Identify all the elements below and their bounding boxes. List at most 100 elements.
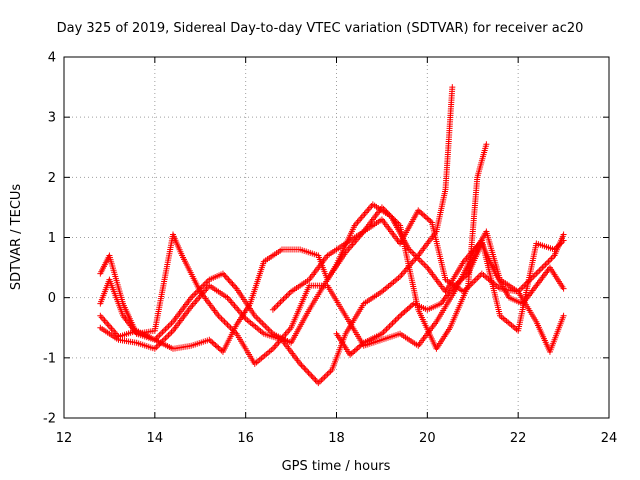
data-point (191, 291, 198, 298)
data-point (474, 275, 481, 282)
data-point (546, 257, 553, 264)
data-point (157, 330, 164, 337)
data-point (350, 349, 357, 356)
data-point (256, 317, 263, 324)
data-point (192, 290, 199, 297)
data-point (274, 302, 281, 309)
data-point (166, 330, 173, 337)
data-point (297, 360, 304, 367)
data-point (416, 257, 423, 264)
data-point (265, 326, 272, 333)
data-point (216, 346, 223, 353)
data-point (224, 275, 231, 282)
series-track-5 (269, 141, 490, 352)
data-point (207, 338, 214, 345)
data-point (322, 372, 329, 379)
x-axis-label: GPS time / hours (282, 459, 391, 474)
data-point (153, 344, 160, 351)
y-tick-label: -2 (43, 412, 56, 427)
data-point (406, 304, 413, 311)
data-point (311, 375, 318, 382)
x-tick-label: 16 (237, 431, 254, 446)
y-tick-label: 2 (48, 171, 56, 186)
data-point (189, 293, 196, 300)
data-point (418, 258, 425, 265)
data-point (391, 318, 398, 325)
data-point (272, 303, 279, 310)
x-tick-label: 22 (510, 431, 527, 446)
data-point (543, 260, 550, 267)
data-point (160, 327, 167, 334)
data-point (253, 314, 260, 321)
data-point (225, 276, 232, 283)
data-point (424, 215, 431, 222)
data-point (286, 290, 293, 297)
data-point (418, 210, 425, 217)
data-point (165, 323, 172, 330)
data-point (398, 311, 405, 318)
data-point (308, 372, 315, 379)
data-point (302, 366, 309, 373)
data-point (388, 321, 394, 328)
data-point (539, 264, 546, 271)
data-point (215, 344, 222, 351)
data-point (221, 318, 228, 325)
data-point (168, 320, 175, 327)
y-tick-label: 0 (48, 291, 56, 306)
data-point (560, 231, 567, 238)
data-point (254, 315, 261, 322)
data-point (469, 279, 476, 286)
data-point (471, 278, 478, 285)
data-point (419, 211, 426, 218)
data-point (309, 374, 316, 381)
data-point (168, 329, 175, 336)
data-point (280, 296, 287, 303)
data-point (560, 237, 567, 244)
data-point (324, 371, 331, 378)
data-point (163, 324, 170, 331)
data-point (548, 255, 555, 262)
y-tick-label: 1 (48, 231, 56, 246)
data-point (166, 321, 173, 328)
series-track-1 (97, 84, 456, 387)
data-point (315, 380, 322, 387)
data-point (163, 333, 170, 340)
data-point (540, 263, 547, 270)
data-point (404, 306, 411, 313)
data-point (383, 326, 390, 333)
y-axis-label: SDTVAR / TECUs (9, 184, 24, 291)
data-point (536, 267, 543, 274)
data-point (422, 214, 429, 221)
data-point (216, 314, 223, 321)
data-point (400, 310, 407, 317)
data-point (472, 276, 479, 283)
data-point (283, 293, 290, 300)
data-point (301, 365, 308, 372)
data-point (298, 362, 305, 369)
data-point (325, 369, 332, 376)
data-point (226, 278, 233, 285)
data-point (285, 291, 292, 298)
data-point (537, 266, 544, 273)
data-point (221, 272, 228, 279)
series-track-6 (333, 240, 567, 358)
data-point (386, 323, 393, 330)
data-point (533, 270, 540, 277)
data-point (219, 317, 226, 324)
data-point (425, 216, 432, 223)
data-point (279, 297, 285, 304)
data-point (277, 299, 284, 306)
x-tick-label: 18 (328, 431, 345, 446)
data-point (159, 329, 166, 336)
data-point (259, 320, 266, 327)
x-tick-label: 14 (147, 431, 164, 446)
data-point (312, 377, 319, 384)
data-point (275, 300, 282, 307)
data-point (257, 318, 264, 325)
data-point (213, 343, 220, 350)
data-point (306, 371, 313, 378)
data-point (305, 369, 312, 376)
data-point (381, 327, 388, 334)
data-point (210, 340, 217, 347)
